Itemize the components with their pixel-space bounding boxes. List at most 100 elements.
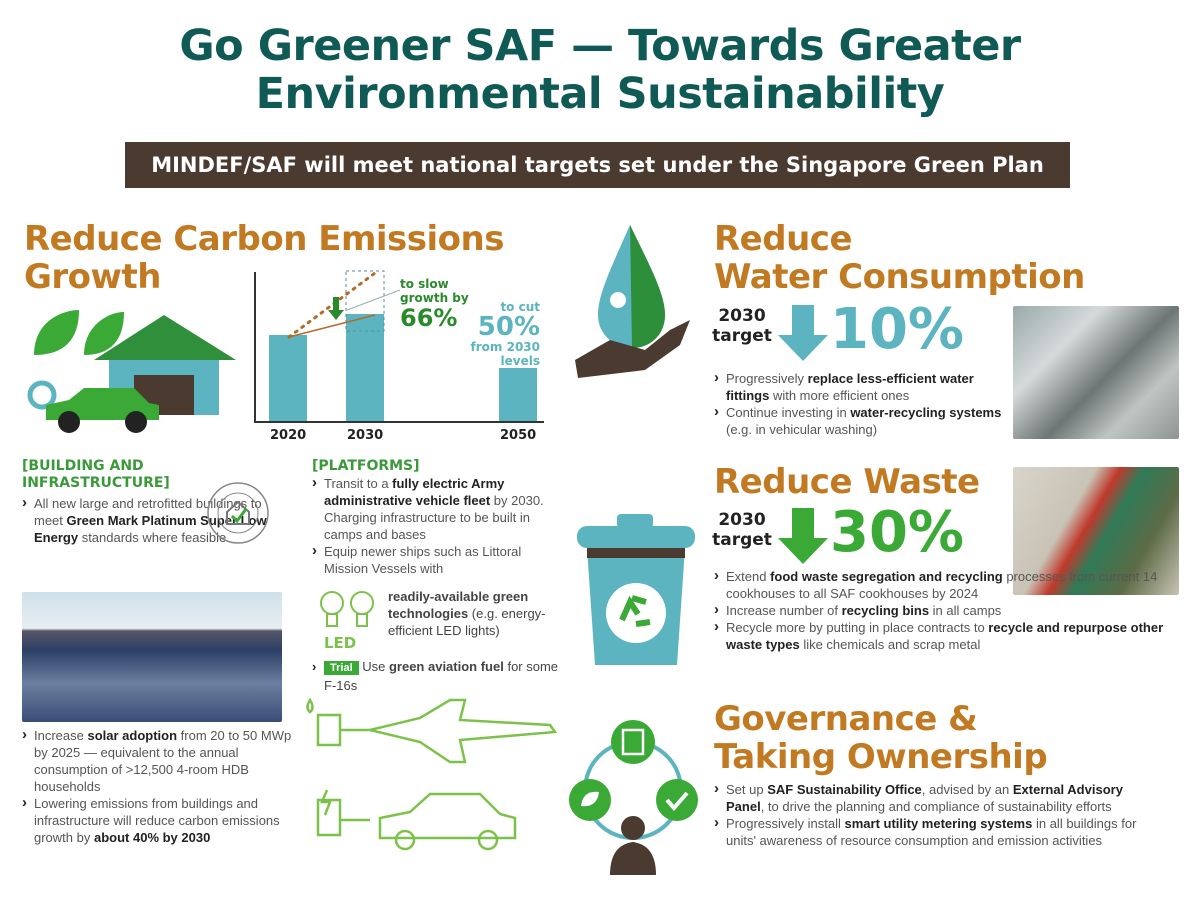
text-segment: by 2030. Charging infrastructure to be b…: [324, 493, 544, 542]
text-segment: with more efficient ones: [769, 388, 910, 403]
text-segment: Continue investing in: [726, 405, 851, 420]
text-segment: Progressively: [726, 371, 808, 386]
governance-heading-line2: Taking Ownership: [714, 737, 1048, 777]
text-segment: Recycle more by putting in place contrac…: [726, 620, 989, 635]
slow-growth-value: 66%: [400, 304, 458, 332]
vehicle-washing-photo: [1013, 306, 1179, 439]
bullet-item: Extend food waste segregation and recycl…: [714, 567, 1174, 602]
text-segment: like chemicals and scrap metal: [799, 637, 981, 652]
cut-text-bottom: from 2030 levels: [470, 340, 540, 368]
bullet-item: Transit to a fully electric Army adminis…: [312, 474, 562, 543]
text-segment: processes from current 14 cookhouses to …: [726, 569, 1158, 601]
emphasis-text: recycling bins: [841, 603, 930, 618]
cut-text-top: to cut: [500, 300, 540, 314]
text-segment: Lowering emissions from buildings and in…: [34, 796, 280, 845]
green-mark-badge-icon: [207, 482, 269, 544]
emphasis-text: green aviation fuel: [388, 659, 504, 674]
platform-icons: [306, 697, 558, 851]
checkmark-icon: [656, 779, 698, 821]
fighter-jet-icon: [369, 698, 558, 764]
text-segment: , advised by an: [921, 782, 1013, 797]
year-label-2050: 2050: [500, 428, 537, 443]
text-segment: from 20 to 50 MWp by 2025 — equivalent t…: [34, 728, 292, 794]
trial-badge: Trial: [324, 661, 359, 675]
emphasis-text: fully electric Army administrative vehic…: [324, 476, 505, 508]
text-segment: Equip newer ships such as Littoral Missi…: [324, 544, 522, 576]
growth-lines: [287, 270, 400, 339]
building-bullets: All new large and retrofitted buildings …: [22, 494, 277, 546]
slow-growth-label: to slow growth by 66%: [400, 277, 480, 331]
led-label: LED: [324, 634, 357, 652]
emphasis-text: recycle and repurpose other waste types: [726, 620, 1164, 652]
fuel-pump-icon: [306, 697, 370, 747]
emphasis-text: SAF Sustainability Office: [767, 782, 922, 797]
building-icon: [611, 720, 655, 764]
bar-2030: [346, 314, 384, 421]
charger-icon: [27, 380, 57, 410]
water-bullets: Progressively replace less-efficient wat…: [714, 369, 1014, 438]
slow-growth-text: to slow growth by: [400, 277, 469, 305]
text-segment: Set up: [726, 782, 768, 797]
bullet-item: Lowering emissions from buildings and in…: [22, 794, 292, 846]
governance-heading: Governance & Taking Ownership: [714, 699, 1048, 777]
year-label-2020: 2020: [270, 428, 307, 443]
chart-x-axis: [254, 421, 544, 423]
waste-target-value: 30%: [830, 500, 965, 565]
governance-bullets: Set up SAF Sustainability Office, advise…: [714, 780, 1164, 849]
leaf-icon: [34, 310, 124, 355]
water-hand-icon: [575, 225, 690, 378]
chart-y-axis: [254, 272, 256, 422]
car-icon: [46, 388, 159, 433]
down-arrow-icon: [778, 508, 828, 564]
down-arrow-icon: [328, 297, 344, 320]
emphasis-text: water-recycling systems: [850, 405, 1002, 420]
page-title: Go Greener SAF — Towards Greater Environm…: [0, 22, 1200, 118]
water-heading: Reduce Water Consumption: [714, 220, 1085, 296]
bullet-item: Increase number of recycling bins in all…: [714, 601, 1174, 619]
bar-2050: [499, 368, 537, 421]
solar-bullets: Increase solar adoption from 20 to 50 MW…: [22, 726, 292, 846]
recycling-bin-icon: [577, 514, 695, 665]
bullet-item: Continue investing in water-recycling sy…: [714, 403, 1014, 438]
text-segment: All new large and retrofitted buildings …: [34, 496, 262, 528]
cut-label: to cut 50% from 2030 levels: [470, 300, 540, 368]
title-line-2: Environmental Sustainability: [255, 69, 945, 119]
carbon-heading-line2: Growth: [24, 257, 161, 297]
water-heading-line1: Reduce: [714, 219, 852, 259]
title-line-1: Go Greener SAF — Towards Greater: [179, 21, 1021, 71]
led-bulb-icon: [320, 591, 374, 627]
water-target-label: 2030 target: [712, 306, 772, 346]
text-segment: , to drive the planning and compliance o…: [760, 799, 1112, 814]
electric-car-icon: [378, 792, 517, 840]
text-segment: Extend: [726, 569, 771, 584]
text-segment: in all camps: [929, 603, 1002, 618]
text-segment: Increase number of: [726, 603, 842, 618]
governance-heading-line1: Governance &: [714, 699, 978, 739]
emphasis-text: Green Mark Platinum Super Low Energy: [34, 513, 267, 545]
text-segment: (e.g. energy-efficient LED lights): [388, 606, 546, 638]
waste-target-label: 2030 target: [712, 510, 772, 550]
emphasis-text: External Advisory Panel: [726, 782, 1123, 814]
solar-panels-photo: [22, 592, 282, 722]
emphasis-text: about 40% by 2030: [93, 830, 211, 845]
bar-2020: [269, 335, 307, 421]
emphasis-text: smart utility metering systems: [844, 816, 1033, 831]
text-segment: for some F-16s: [324, 659, 559, 693]
text-segment: Increase: [34, 728, 88, 743]
text-segment: Progressively install: [726, 816, 845, 831]
water-heading-line2: Water Consumption: [714, 257, 1085, 297]
text-segment: Transit to a: [324, 476, 393, 491]
person-icon: [621, 816, 645, 840]
text-segment: standards where feasible: [78, 530, 227, 545]
cut-value: 50%: [477, 312, 540, 342]
governance-cycle-icon: [569, 720, 698, 875]
year-label-2030: 2030: [347, 428, 384, 443]
trial-text: Use green aviation fuel for some F-16s: [324, 659, 558, 693]
text-segment: Use: [358, 659, 389, 674]
text-segment: in all buildings for units' awareness of…: [726, 816, 1137, 848]
bullet-item: Increase solar adoption from 20 to 50 MW…: [22, 726, 292, 795]
bullet-item: All new large and retrofitted buildings …: [22, 494, 277, 546]
carbon-heading: Reduce Carbon Emissions Growth: [24, 220, 504, 296]
text-segment: (e.g. in vehicular washing): [726, 422, 878, 437]
emphasis-text: replace less-efficient water fittings: [726, 371, 974, 403]
